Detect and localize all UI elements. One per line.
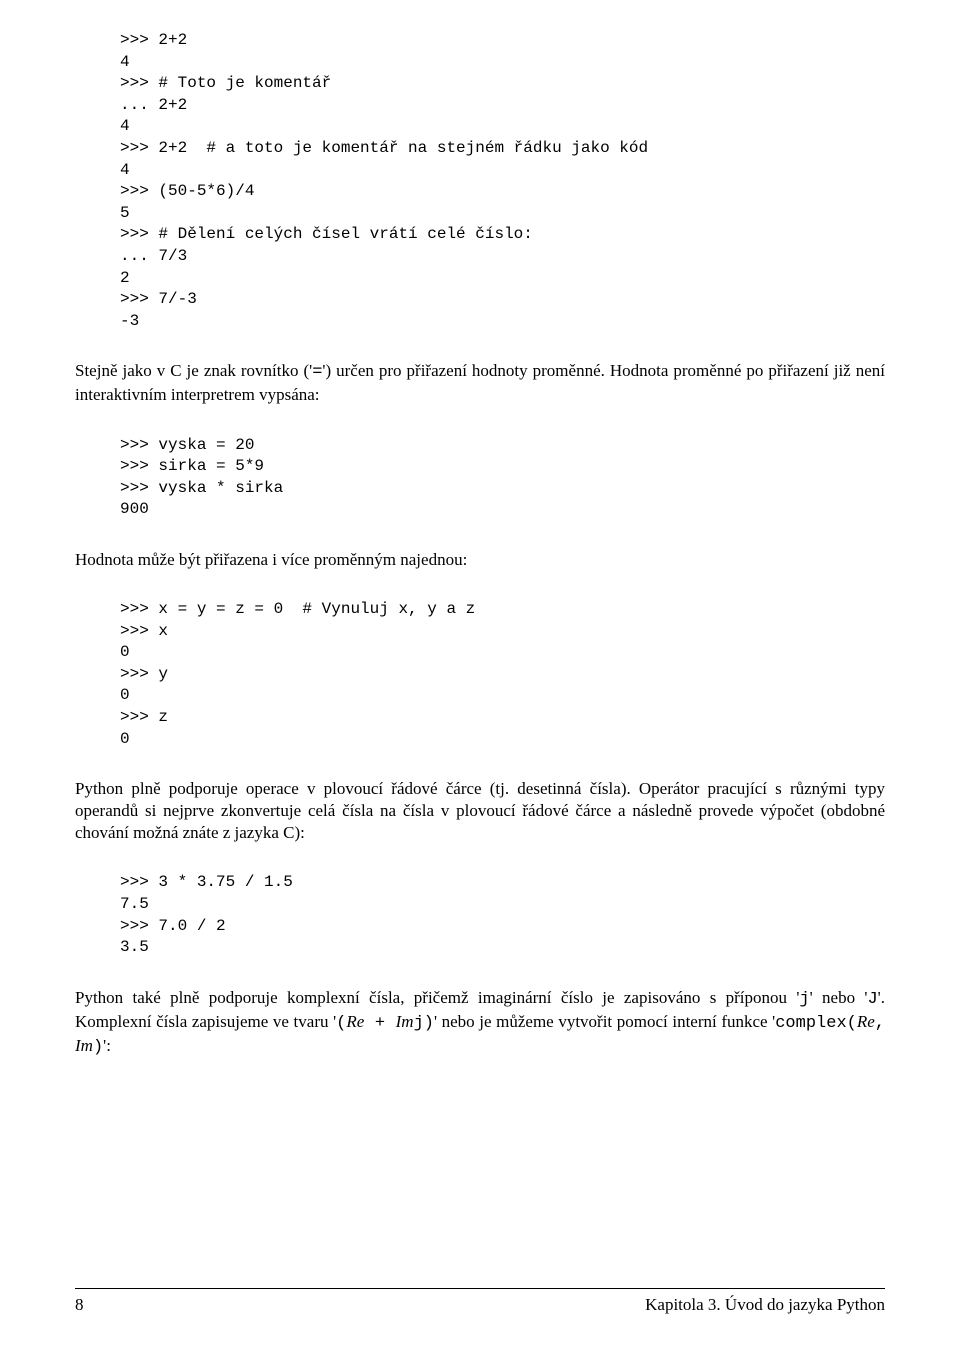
para-text: ' nebo je můžeme vytvořit pomocí interní… [434, 1012, 775, 1031]
plus-token: + [364, 1014, 395, 1033]
page-content: >>> 2+2 4 >>> # Toto je komentář ... 2+2… [0, 0, 960, 1059]
page-number: 8 [75, 1295, 84, 1315]
im-token-2: Im [75, 1036, 93, 1055]
paren-open: ( [336, 1014, 346, 1033]
re-token: Re [346, 1012, 364, 1031]
j-token: j [799, 990, 809, 1009]
code-block-2: >>> vyska = 20 >>> sirka = 5*9 >>> vyska… [120, 435, 885, 521]
code-block-4: >>> 3 * 3.75 / 1.5 7.5 >>> 7.0 / 2 3.5 [120, 872, 885, 958]
im-token: Im [396, 1012, 414, 1031]
paragraph-3: Python plně podporuje operace v plovoucí… [75, 778, 885, 844]
paragraph-4: Python také plně podporuje komplexní čís… [75, 987, 885, 1059]
re-token-2: Re [857, 1012, 875, 1031]
paragraph-1: Stejně jako v C je znak rovnítko ('=') u… [75, 360, 885, 406]
complex-func: complex( [775, 1014, 857, 1033]
comma-token: , [875, 1014, 885, 1033]
equals-sign: = [312, 363, 322, 382]
j-upper-token: J [867, 990, 877, 1009]
paren-close: ) [93, 1038, 103, 1057]
paragraph-2: Hodnota může být přiřazena i více proměn… [75, 549, 885, 571]
para-text: ' nebo ' [810, 988, 868, 1007]
chapter-title: Kapitola 3. Úvod do jazyka Python [645, 1295, 885, 1315]
code-block-3: >>> x = y = z = 0 # Vynuluj x, y a z >>>… [120, 599, 885, 750]
para-text: Stejně jako v C je znak rovnítko (' [75, 361, 312, 380]
j-paren-close: j) [414, 1014, 434, 1033]
para-text: Python také plně podporuje komplexní čís… [75, 988, 799, 1007]
page-footer: 8 Kapitola 3. Úvod do jazyka Python [75, 1288, 885, 1315]
para-text: ': [103, 1036, 111, 1055]
code-block-1: >>> 2+2 4 >>> # Toto je komentář ... 2+2… [120, 30, 885, 332]
